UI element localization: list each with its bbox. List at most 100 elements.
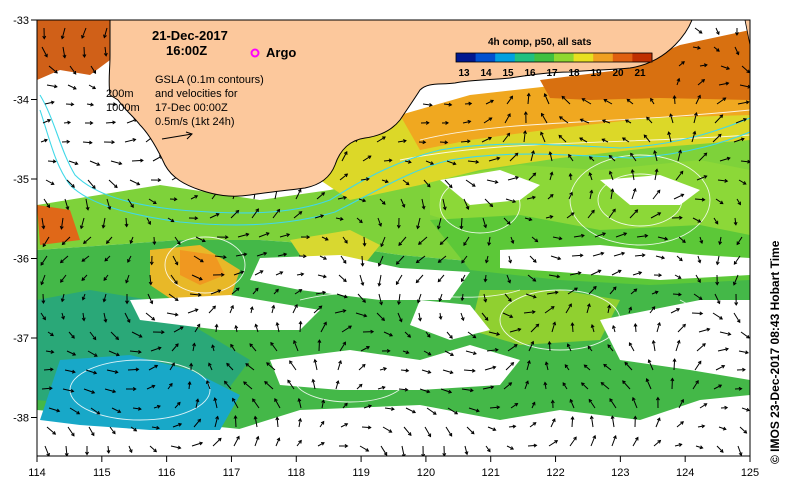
velocity-arrow-head: [699, 445, 704, 450]
velocity-arrow-head: [41, 300, 46, 305]
velocity-arrow: [229, 305, 234, 314]
velocity-arrow-head: [81, 34, 85, 39]
velocity-arrow-head: [187, 381, 192, 385]
velocity-arrow: [243, 381, 253, 390]
velocity-arrow: [530, 150, 535, 162]
velocity-arrow: [612, 325, 616, 333]
velocity-arrow-head: [589, 189, 594, 194]
velocity-arrow: [580, 118, 590, 124]
y-tick-label: -34: [13, 95, 29, 107]
velocity-arrow-head: [81, 296, 86, 301]
velocity-arrow-head: [436, 225, 441, 230]
velocity-arrow: [277, 253, 287, 257]
velocity-arrow: [195, 236, 206, 242]
velocity-arrow-head: [115, 336, 120, 341]
velocity-arrow-head: [566, 343, 571, 348]
velocity-arrow-head: [335, 380, 340, 385]
velocity-arrow-head: [471, 368, 476, 373]
velocity-arrow: [338, 274, 347, 282]
velocity-arrow: [589, 172, 593, 181]
velocity-arrow-head: [496, 156, 501, 161]
velocity-arrow: [443, 103, 452, 106]
velocity-arrow-head: [91, 390, 96, 394]
velocity-arrow: [561, 96, 571, 105]
velocity-arrow-head: [132, 138, 137, 142]
velocity-arrow-head: [586, 303, 591, 308]
velocity-arrow-head: [488, 117, 493, 121]
velocity-arrow: [174, 402, 181, 409]
velocity-arrow: [540, 132, 546, 143]
velocity-arrow-head: [426, 389, 431, 394]
velocity-arrow: [465, 179, 476, 187]
velocity-arrow-head: [274, 398, 278, 402]
velocity-arrow: [548, 440, 558, 447]
velocity-arrow: [676, 255, 683, 261]
velocity-arrow: [41, 46, 48, 57]
velocity-arrow: [359, 274, 364, 286]
velocity-arrow-head: [113, 102, 117, 107]
velocity-arrow-head: [530, 340, 535, 345]
velocity-arrow-head: [532, 422, 537, 426]
velocity-arrow-head: [66, 139, 71, 144]
velocity-arrow-head: [580, 233, 585, 238]
velocity-arrow: [527, 274, 536, 282]
velocity-arrow-head: [178, 422, 183, 427]
velocity-arrow-head: [601, 119, 606, 124]
velocity-arrow: [691, 131, 696, 143]
velocity-arrow-head: [102, 298, 107, 303]
velocity-arrow: [128, 445, 133, 453]
velocity-arrow: [694, 27, 703, 34]
velocity-arrow: [505, 198, 516, 203]
velocity-arrow: [550, 418, 556, 428]
velocity-arrow-head: [149, 261, 154, 266]
velocity-arrow: [172, 423, 182, 428]
velocity-arrow-head: [540, 112, 545, 117]
velocity-arrow-head: [632, 187, 637, 192]
velocity-arrow: [358, 198, 366, 202]
colorbar-segment: [495, 53, 516, 62]
velocity-arrow: [590, 269, 601, 276]
velocity-arrow-head: [154, 364, 159, 369]
velocity-arrow-head: [243, 252, 248, 257]
velocity-arrow: [378, 274, 382, 286]
velocity-arrow: [110, 331, 119, 340]
velocity-arrow-head: [320, 442, 325, 446]
velocity-arrow: [313, 305, 322, 314]
velocity-arrow-head: [377, 262, 382, 267]
velocity-arrow-head: [612, 286, 617, 291]
velocity-arrow-head: [492, 365, 497, 370]
velocity-arrow-head: [633, 322, 638, 327]
velocity-arrow: [167, 383, 173, 390]
velocity-arrow-head: [483, 278, 488, 283]
velocity-arrow: [102, 217, 106, 228]
velocity-arrow: [632, 271, 642, 276]
velocity-arrow: [425, 331, 431, 338]
velocity-arrow: [400, 369, 409, 372]
velocity-arrow: [416, 255, 426, 263]
velocity-arrow: [64, 369, 75, 373]
velocity-arrow-head: [62, 54, 67, 59]
scale-arrow-head: [185, 131, 193, 140]
velocity-arrow: [622, 380, 631, 390]
velocity-arrow-head: [44, 138, 48, 143]
velocity-arrow: [148, 365, 158, 371]
velocity-arrow-head: [339, 216, 344, 221]
velocity-arrow-head: [496, 405, 501, 410]
velocity-arrow: [523, 131, 526, 143]
velocity-arrow-head: [460, 317, 465, 322]
velocity-arrow-head: [233, 415, 238, 419]
velocity-arrow: [87, 179, 96, 189]
velocity-arrow: [506, 445, 514, 450]
velocity-arrow-head: [176, 401, 181, 406]
velocity-arrow: [610, 189, 614, 200]
velocity-arrow-head: [427, 433, 432, 438]
velocity-arrow: [737, 101, 749, 105]
velocity-arrow-head: [549, 215, 554, 219]
velocity-arrow-head: [630, 168, 635, 173]
velocity-arrow-head: [543, 93, 548, 97]
velocity-arrow-head: [608, 170, 613, 175]
velocity-arrow: [699, 403, 707, 409]
velocity-arrow-head: [510, 362, 515, 366]
velocity-arrow: [460, 217, 463, 229]
depth-label-200m: 200m: [106, 88, 134, 100]
